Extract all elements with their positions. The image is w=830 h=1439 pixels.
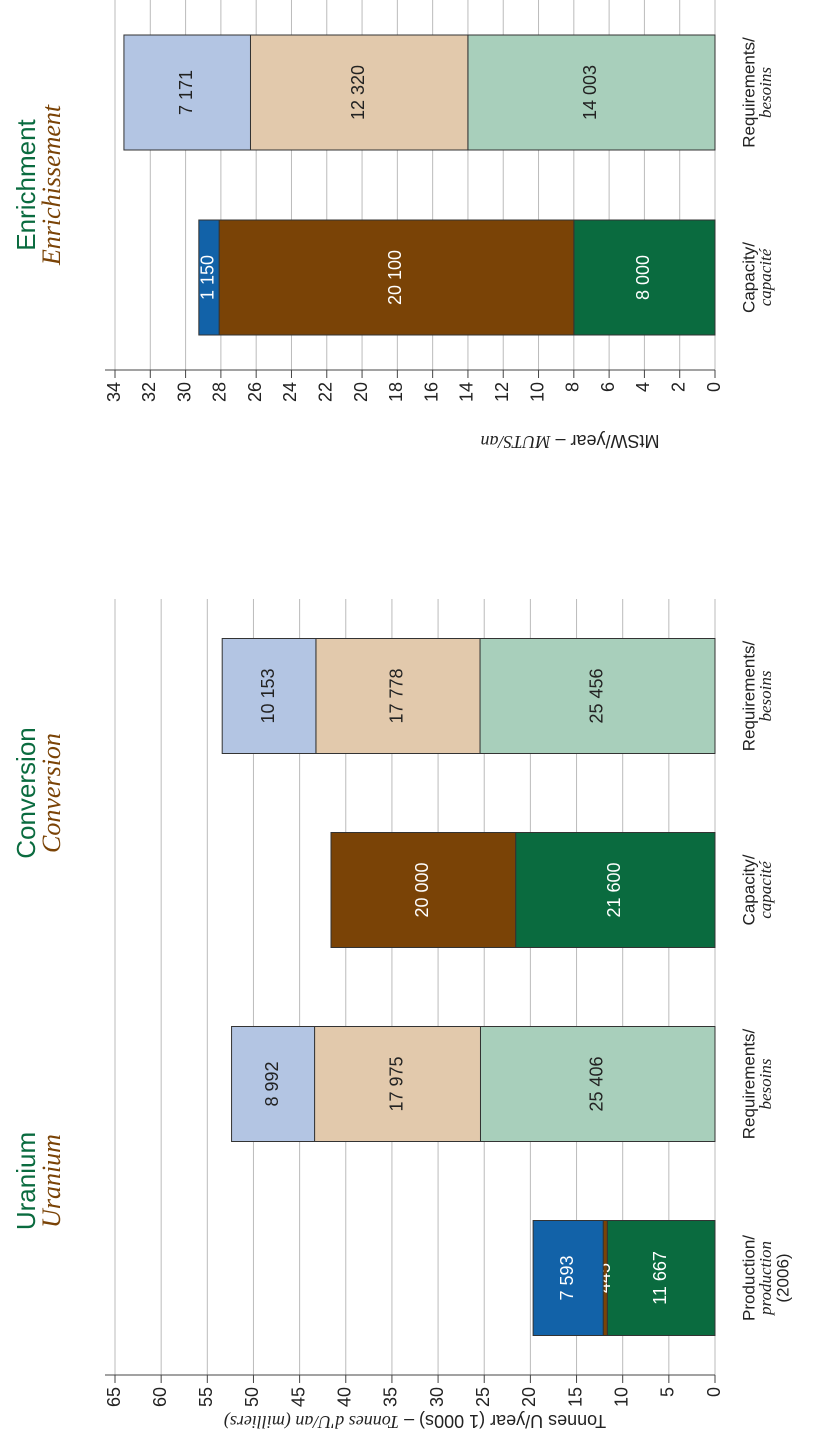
value-label: 20 000: [412, 862, 432, 917]
y-tick-label: 32: [139, 382, 159, 402]
bar-segment: [330, 832, 517, 948]
bar-segment: [198, 219, 220, 336]
y-tick-label: 2: [668, 382, 688, 392]
value-label: 21 600: [604, 862, 624, 917]
y-tick-label: 12: [492, 382, 512, 402]
group-subtitle: Uranium: [37, 1134, 66, 1228]
y-tick-label: 22: [316, 382, 336, 402]
x-tick-label: Capacity/: [739, 854, 758, 925]
value-label: 8 992: [262, 1061, 282, 1106]
y-axis-label: Tonnes U/year (1 000s) – Tonnes d'U/an (…: [224, 1411, 606, 1432]
value-label: 25 456: [586, 668, 606, 723]
value-label: 14 003: [580, 65, 600, 120]
value-label: 8 000: [633, 255, 653, 300]
value-label: 11 667: [650, 1251, 670, 1305]
group-title: Uranium: [11, 1132, 41, 1230]
x-tick-label: capacité: [756, 247, 775, 306]
x-tick-label: besoins: [756, 670, 775, 721]
x-tick-label: Requirements/: [739, 1028, 758, 1139]
bar-segment: [231, 1026, 316, 1142]
y-axis-label-fr: Tonnes d'U/an (milliers): [224, 1411, 399, 1432]
bar-segment: [532, 1220, 604, 1336]
y-tick-label: 40: [335, 1387, 355, 1407]
value-label: 7 171: [176, 70, 196, 115]
group-title: Conversion: [11, 727, 41, 859]
y-tick-label: 35: [381, 1387, 401, 1407]
y-tick-label: 24: [280, 382, 300, 402]
x-tick-label: production: [756, 1241, 775, 1316]
y-tick-label: 14: [457, 382, 477, 402]
bar-segment: [221, 638, 317, 754]
y-tick-label: 60: [150, 1387, 170, 1407]
y-tick-label: 10: [611, 1387, 631, 1407]
y-tick-label: 25: [473, 1387, 493, 1407]
x-tick-label: Production/: [739, 1235, 758, 1321]
y-tick-label: 16: [421, 382, 441, 402]
value-label: 1 150: [198, 255, 218, 300]
y-tick-label: 34: [104, 382, 124, 402]
y-tick-label: 5: [658, 1387, 678, 1397]
y-tick-label: 45: [288, 1387, 308, 1407]
value-label: 17 975: [386, 1056, 406, 1111]
y-tick-label: 28: [210, 382, 230, 402]
y-tick-label: 50: [242, 1387, 262, 1407]
y-tick-label: 20: [519, 1387, 539, 1407]
x-tick-label: besoins: [756, 1058, 775, 1109]
y-tick-label: 8: [563, 382, 583, 392]
x-tick-label: (2006): [773, 1253, 792, 1302]
value-label: 10 153: [258, 668, 278, 723]
y-axis-label-en: MtSW/year –: [550, 431, 659, 451]
y-axis-label-fr: MUTS/an: [480, 432, 551, 452]
value-label: 7 593: [557, 1255, 577, 1300]
y-tick-label: 65: [104, 1387, 124, 1407]
x-tick-label: capacité: [756, 860, 775, 919]
value-label: 25 406: [586, 1056, 606, 1111]
value-label: 17 778: [387, 668, 407, 723]
y-tick-label: 20: [351, 382, 371, 402]
x-tick-label: Requirements/: [739, 37, 758, 148]
y-tick-label: 30: [427, 1387, 447, 1407]
y-tick-label: 0: [704, 1387, 724, 1397]
bar-segment: [123, 34, 251, 151]
group-subtitle: Conversion: [37, 733, 66, 853]
y-tick-label: 10: [527, 382, 547, 402]
y-tick-label: 15: [565, 1387, 585, 1407]
x-tick-label: besoins: [756, 67, 775, 118]
group-subtitle: Enrichissement: [37, 104, 66, 266]
y-tick-label: 18: [386, 382, 406, 402]
y-tick-label: 55: [196, 1387, 216, 1407]
y-tick-label: 26: [245, 382, 265, 402]
y-tick-label: 0: [704, 382, 724, 392]
y-tick-label: 30: [174, 382, 194, 402]
y-tick-label: 4: [633, 382, 653, 392]
y-tick-label: 6: [598, 382, 618, 392]
y-axis-label-en: Tonnes U/year (1 000s) –: [399, 1411, 606, 1431]
value-label: 12 320: [348, 65, 368, 120]
value-label: 20 100: [385, 250, 405, 305]
y-axis-label: MtSW/year – MUTS/an: [480, 431, 659, 452]
group-title: Enrichment: [11, 118, 41, 250]
x-tick-label: Requirements/: [739, 640, 758, 751]
x-tick-label: Capacity/: [739, 242, 758, 313]
